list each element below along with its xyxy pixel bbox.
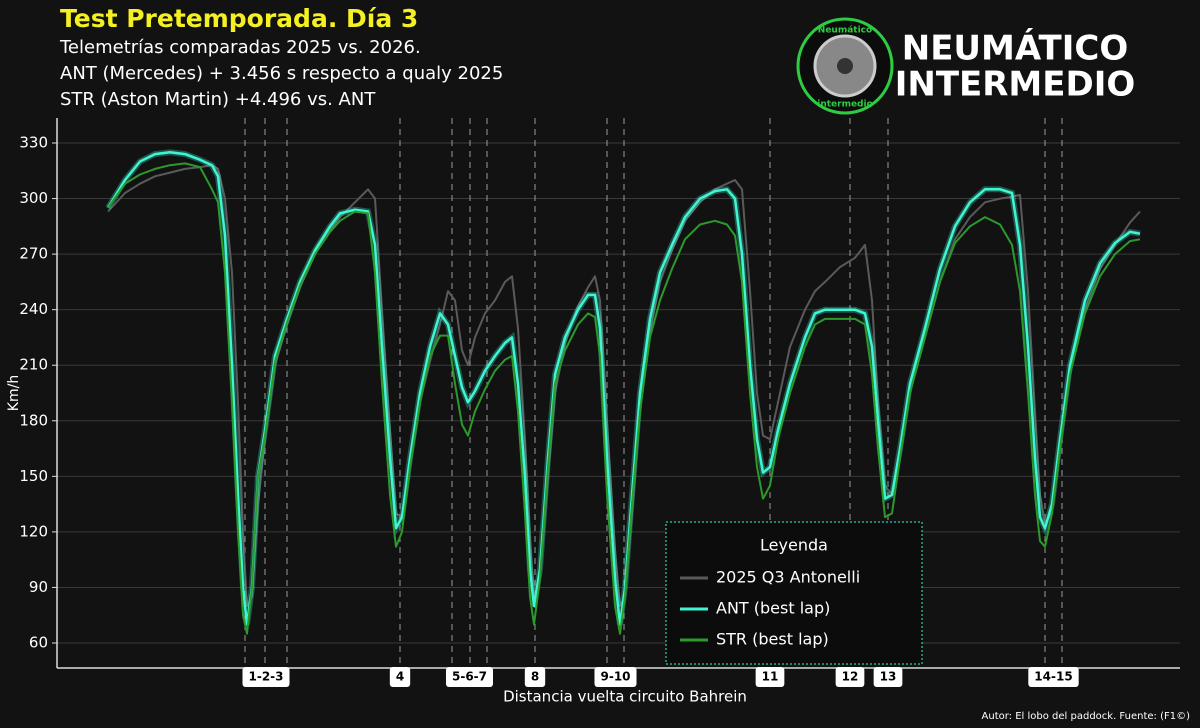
series-line: [106, 151, 1141, 626]
corner-label: 4: [396, 670, 404, 684]
subtitle: ANT (Mercedes) + 3.456 s respecto a qual…: [60, 63, 503, 84]
corner-label-box: [389, 667, 411, 687]
logo-text: Neumático: [818, 26, 872, 36]
credit: Autor: El lobo del paddock. Fuente: (F1©…: [982, 711, 1191, 722]
corner-label-box: [835, 667, 865, 687]
lines: [105, 149, 1141, 635]
x-axis-label: Distancia vuelta circuito Bahrein: [503, 688, 747, 706]
legend-title: Leyenda: [760, 536, 828, 555]
legend: Leyenda 2025 Q3 Antonelli ANT (best lap) S…: [665, 521, 923, 665]
corner-label-box: [445, 667, 494, 687]
logo: Neumático intermedio: [796, 17, 894, 115]
corner-label: 5-6-7: [452, 670, 487, 684]
corner-label: 13: [880, 670, 897, 684]
y-tick-label: 300: [19, 189, 48, 207]
y-tick-label: 330: [19, 134, 48, 152]
subtitle: STR (Aston Martin) +4.496 vs. ANT: [60, 89, 376, 110]
subtitle: Telemetrías comparadas 2025 vs. 2026.: [59, 37, 421, 58]
legend-box: [665, 521, 923, 665]
legend-label: ANT (best lap): [716, 599, 830, 618]
chart-title: Test Pretemporada. Día 3: [60, 4, 418, 33]
corner-label: 14-15: [1034, 670, 1072, 684]
y-tick-label: 90: [29, 578, 48, 596]
corner-label-box: [594, 667, 637, 687]
y-tick-label: 180: [19, 411, 48, 429]
y-tick-label: 240: [19, 300, 48, 318]
logo-hub: [837, 58, 853, 74]
y-tick-label: 120: [19, 522, 48, 540]
corner-label-box: [242, 667, 290, 687]
brand: INTERMEDIO: [895, 65, 1136, 105]
corner-label: 8: [531, 670, 539, 684]
corner-label: 11: [762, 670, 779, 684]
series-line: [107, 162, 1141, 635]
y-tick-label: 60: [29, 634, 48, 652]
corner-label-box: [524, 667, 546, 687]
corner-label: 9-10: [600, 670, 630, 684]
corner-label-box: [755, 667, 785, 687]
corner-label-box: [873, 667, 903, 687]
y-tick-label: 150: [19, 467, 48, 485]
y-axis-label: Km/h: [6, 375, 22, 411]
y-tick-label: 210: [19, 356, 48, 374]
legend-label: 2025 Q3 Antonelli: [716, 568, 860, 587]
corner-label: 12: [842, 670, 859, 684]
y-tick-label: 270: [19, 245, 48, 263]
grid: 60 90 120 150 180 210 240 270 300 330: [19, 118, 1180, 668]
corner-label-box: [1028, 667, 1079, 687]
brand: NEUMÁTICO: [902, 28, 1129, 69]
logo-text: intermedio: [817, 100, 873, 110]
corner-label: 1-2-3: [248, 670, 283, 684]
legend-label: STR (best lap): [716, 630, 829, 649]
